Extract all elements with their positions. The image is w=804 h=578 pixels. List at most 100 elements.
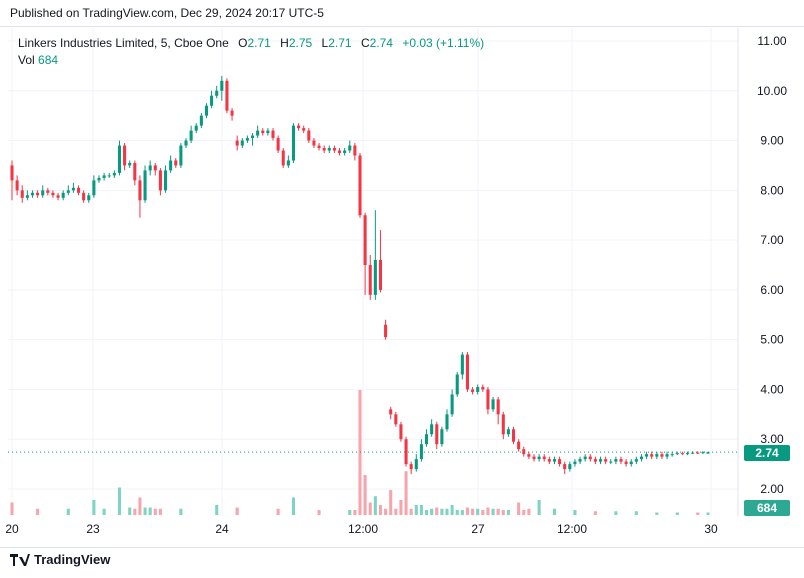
candle-body xyxy=(271,130,275,139)
volume-bar xyxy=(409,508,413,515)
candle-body xyxy=(455,374,459,395)
volume-bar xyxy=(424,510,429,515)
candle-body xyxy=(266,130,270,134)
candle-body xyxy=(281,150,285,166)
candle-body xyxy=(10,165,14,181)
candle-body xyxy=(128,162,132,166)
candle-body xyxy=(368,265,372,295)
candle-body xyxy=(20,190,24,198)
candle-body xyxy=(261,130,265,134)
candle-body xyxy=(680,453,684,455)
candle-body xyxy=(61,192,65,198)
candle-body xyxy=(486,389,490,410)
candle-body xyxy=(629,461,633,465)
candle-body xyxy=(358,155,362,216)
candle-body xyxy=(225,80,229,111)
candle-body xyxy=(30,192,35,196)
candle-body xyxy=(117,145,122,173)
candle-body xyxy=(598,459,603,462)
candle-body xyxy=(322,148,326,151)
volume-bar xyxy=(460,510,464,515)
volume-bar xyxy=(102,508,106,515)
candle-body xyxy=(189,130,193,141)
volume-bar xyxy=(133,508,137,515)
candle-body xyxy=(297,125,301,129)
open-value: 2.71 xyxy=(247,36,271,50)
y-tick-label: 6.00 xyxy=(760,283,784,297)
volume-value: 684 xyxy=(38,53,59,67)
candle-body xyxy=(604,459,608,462)
candle-body xyxy=(312,140,316,146)
candle-body xyxy=(414,459,418,470)
volume-bar xyxy=(353,510,357,515)
candle-body xyxy=(291,125,296,161)
candle-body xyxy=(199,115,203,126)
candle-body xyxy=(619,459,623,462)
candle-body xyxy=(148,165,152,171)
candle-body xyxy=(691,452,695,454)
volume-bar xyxy=(363,475,367,515)
volume-bar xyxy=(471,508,475,515)
x-tick-label: 27 xyxy=(471,522,485,536)
volume-bar xyxy=(537,500,541,515)
y-tick-label: 4.00 xyxy=(760,382,784,396)
volume-bar xyxy=(378,505,383,515)
candle-body xyxy=(517,441,521,450)
candle-body xyxy=(353,145,357,156)
candle-body xyxy=(573,461,577,465)
candle-body xyxy=(276,138,280,151)
candle-body xyxy=(102,175,106,178)
volume-bar xyxy=(414,505,418,515)
volume-bar xyxy=(158,508,162,515)
y-tick-label: 11.00 xyxy=(757,34,786,48)
volume-bar xyxy=(696,512,700,515)
candle-body xyxy=(696,452,700,454)
candle-body xyxy=(220,80,224,91)
candle-body xyxy=(563,464,567,470)
candle-body xyxy=(537,456,541,460)
volume-bar xyxy=(215,505,219,515)
candle-body xyxy=(394,414,398,425)
volume-bar xyxy=(486,507,490,515)
candle-body xyxy=(583,456,587,460)
candle-body xyxy=(235,140,239,146)
volume-bar xyxy=(389,490,393,515)
volume-bar xyxy=(614,511,618,515)
volume-bar xyxy=(317,510,321,515)
candle-body xyxy=(639,456,644,460)
volume-bar xyxy=(675,512,679,515)
candle-body xyxy=(706,452,710,454)
close-value: 2.74 xyxy=(369,36,393,50)
volume-bar xyxy=(348,510,352,515)
candle-body xyxy=(36,192,40,196)
published-caption: Published on TradingView.com, Dec 29, 20… xyxy=(10,6,324,20)
candle-body xyxy=(430,424,434,435)
volume-bar xyxy=(655,512,659,515)
candle-body xyxy=(476,386,480,392)
candle-body xyxy=(445,414,449,430)
candle-body xyxy=(204,105,209,116)
legend-ohlc-row: Linkers Industries Limited, 5, Cboe One … xyxy=(18,35,484,52)
volume-bar xyxy=(506,510,510,515)
volume-bar xyxy=(117,487,122,515)
volume-bar xyxy=(10,502,14,515)
volume-bar xyxy=(501,510,505,515)
tradingview-logo[interactable]: TradingView xyxy=(10,552,110,567)
volume-bar xyxy=(404,471,408,515)
candle-body xyxy=(481,386,485,390)
volume-bar xyxy=(476,508,480,515)
volume-bar xyxy=(491,508,495,515)
candle-body xyxy=(404,439,408,465)
volume-bar xyxy=(593,511,597,515)
candle-body xyxy=(143,170,147,201)
candle-body xyxy=(527,454,531,457)
low-label: L xyxy=(321,36,329,50)
candle-body xyxy=(307,130,311,141)
candle-body xyxy=(578,459,582,462)
candle-body xyxy=(317,145,321,149)
candle-body xyxy=(240,140,244,146)
candle-body xyxy=(384,324,388,338)
y-tick-label: 3.00 xyxy=(760,432,784,446)
candle-body xyxy=(56,195,60,198)
